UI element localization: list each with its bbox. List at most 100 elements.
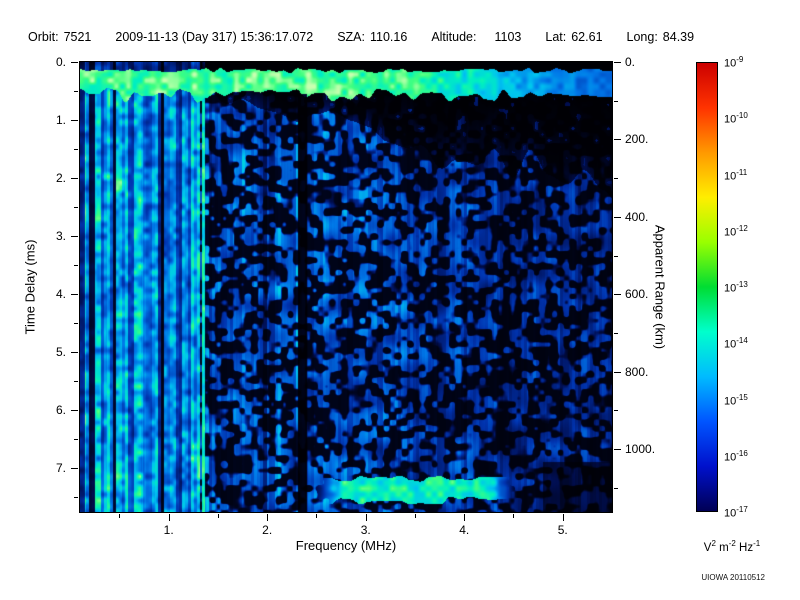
y-minor-tick bbox=[74, 91, 78, 93]
y-major-tick bbox=[71, 410, 78, 412]
y-tick-label: 1. bbox=[55, 113, 66, 128]
x-major-tick bbox=[168, 514, 170, 521]
unit-base: V bbox=[703, 541, 712, 554]
y-tick-label: 0. bbox=[55, 55, 66, 69]
colorbar-tick-label: 10-16 bbox=[724, 448, 748, 464]
y-major-tick bbox=[71, 178, 78, 180]
y-tick-label: 6. bbox=[55, 403, 66, 418]
x-minor-tick bbox=[513, 514, 515, 518]
y-minor-tick bbox=[74, 149, 78, 151]
right-axis-title: Apparent Range (km) bbox=[652, 224, 668, 350]
x-major-tick bbox=[464, 514, 466, 521]
colorbar-exponent: -15 bbox=[736, 392, 748, 402]
range-minor-tick bbox=[614, 487, 618, 489]
y-major-tick bbox=[71, 236, 78, 238]
colorbar-tick-label: 10-10 bbox=[724, 111, 748, 126]
altitude-field: Altitude: 1103 bbox=[431, 30, 521, 44]
range-major-tick bbox=[614, 449, 621, 451]
sza-value: 110.16 bbox=[370, 30, 408, 44]
colorbar-exponent: -16 bbox=[736, 448, 748, 458]
y-tick-label: 3. bbox=[55, 229, 66, 244]
colorbar-tick-label: 10-9 bbox=[724, 55, 744, 70]
range-major-tick bbox=[614, 294, 621, 296]
range-minor-tick bbox=[614, 332, 618, 334]
x-major-tick bbox=[365, 514, 367, 521]
range-major-tick bbox=[614, 371, 621, 373]
range-tick-label: 400. bbox=[625, 209, 649, 224]
colorbar-tick-label: 10-12 bbox=[724, 223, 748, 239]
datetime-value: 2009-11-13 (Day 317) 15:36:17.072 bbox=[115, 30, 314, 44]
colorbar-exponent: -12 bbox=[736, 223, 748, 233]
x-major-tick bbox=[562, 514, 564, 521]
range-tick-label: 1000. bbox=[625, 442, 656, 457]
x-tick-label: 4. bbox=[459, 523, 470, 537]
colorbar-unit-label: V2 m-2 Hz-1 bbox=[676, 539, 788, 554]
y-axis-title: Time Delay (ms) bbox=[22, 239, 38, 335]
colorbar-exponent: -13 bbox=[736, 280, 748, 289]
unit-base: Hz bbox=[739, 541, 754, 554]
x-tick-label: 2. bbox=[262, 523, 273, 537]
colorbar-exponent: -17 bbox=[736, 505, 748, 514]
range-major-tick bbox=[614, 216, 621, 218]
x-tick-label: 3. bbox=[360, 523, 371, 537]
orbit-field: Orbit: 7521 bbox=[28, 30, 91, 44]
x-minor-tick bbox=[414, 514, 416, 518]
y-tick-label: 4. bbox=[55, 287, 66, 302]
x-minor-tick bbox=[119, 514, 121, 518]
colorbar-tick-label: 10-11 bbox=[724, 167, 748, 183]
range-minor-tick bbox=[614, 100, 618, 102]
y-major-tick bbox=[71, 352, 78, 354]
x-tick-label: 5. bbox=[557, 523, 568, 537]
range-tick-label: 200. bbox=[625, 132, 649, 147]
range-minor-tick bbox=[614, 178, 618, 180]
range-tick-label: 0. bbox=[625, 55, 636, 69]
y-major-tick bbox=[71, 294, 78, 296]
unit-base: m bbox=[719, 541, 729, 554]
x-axis-title: Frequency (MHz) bbox=[295, 538, 397, 553]
orbit-value: 7521 bbox=[63, 30, 92, 44]
range-tick-label: 600. bbox=[625, 287, 649, 302]
spectrogram-canvas bbox=[80, 62, 612, 512]
sza-label: SZA: bbox=[337, 30, 365, 44]
y-minor-tick bbox=[74, 381, 78, 383]
y-minor-tick bbox=[74, 439, 78, 441]
colorbar-exponent: -11 bbox=[736, 167, 748, 177]
colorbar-tick-label: 10-14 bbox=[724, 336, 748, 351]
y-minor-tick bbox=[74, 265, 78, 267]
unit-exponent: -2 bbox=[728, 539, 736, 548]
colorbar-exponent: -9 bbox=[736, 55, 744, 64]
long-label: Long: bbox=[626, 30, 658, 44]
y-major-tick bbox=[71, 62, 78, 63]
colorbar-tick-label: 10-17 bbox=[724, 505, 748, 520]
unit-exponent: 2 bbox=[711, 539, 716, 548]
y-minor-tick bbox=[74, 207, 78, 209]
colorbar-tick-label: 10-13 bbox=[724, 280, 748, 295]
x-tick-label: 1. bbox=[163, 523, 174, 537]
y-major-tick bbox=[71, 468, 78, 470]
lat-value: 62.61 bbox=[571, 30, 603, 44]
long-field: Long: 84.39 bbox=[627, 30, 695, 44]
y-tick-label: 2. bbox=[55, 171, 66, 186]
lat-field: Lat: 62.61 bbox=[545, 30, 602, 44]
datetime-field: 2009-11-13 (Day 317) 15:36:17.072 bbox=[115, 30, 313, 44]
spectrogram-frame bbox=[79, 61, 613, 513]
colorbar bbox=[696, 62, 718, 512]
y-major-tick bbox=[71, 120, 78, 122]
long-value: 84.39 bbox=[662, 30, 695, 44]
colorbar-tick-label: 10-15 bbox=[724, 392, 748, 408]
sza-field: SZA: 110.16 bbox=[337, 30, 407, 44]
altitude-value: 1103 bbox=[494, 30, 522, 44]
orbit-label: Orbit: bbox=[28, 30, 59, 44]
x-minor-tick bbox=[316, 514, 318, 518]
credit-text: UIOWA 20110512 bbox=[701, 573, 765, 582]
range-minor-tick bbox=[614, 255, 618, 257]
range-tick-label: 800. bbox=[625, 364, 649, 379]
colorbar-exponent: -10 bbox=[736, 111, 748, 121]
range-major-tick bbox=[614, 62, 621, 63]
colorbar-exponent: -14 bbox=[736, 336, 748, 346]
altitude-label: Altitude: bbox=[431, 30, 477, 44]
y-minor-tick bbox=[74, 323, 78, 325]
range-minor-tick bbox=[614, 410, 618, 412]
unit-exponent: -1 bbox=[753, 539, 761, 548]
header-info-bar: Orbit: 7521 2009-11-13 (Day 317) 15:36:1… bbox=[28, 30, 694, 44]
